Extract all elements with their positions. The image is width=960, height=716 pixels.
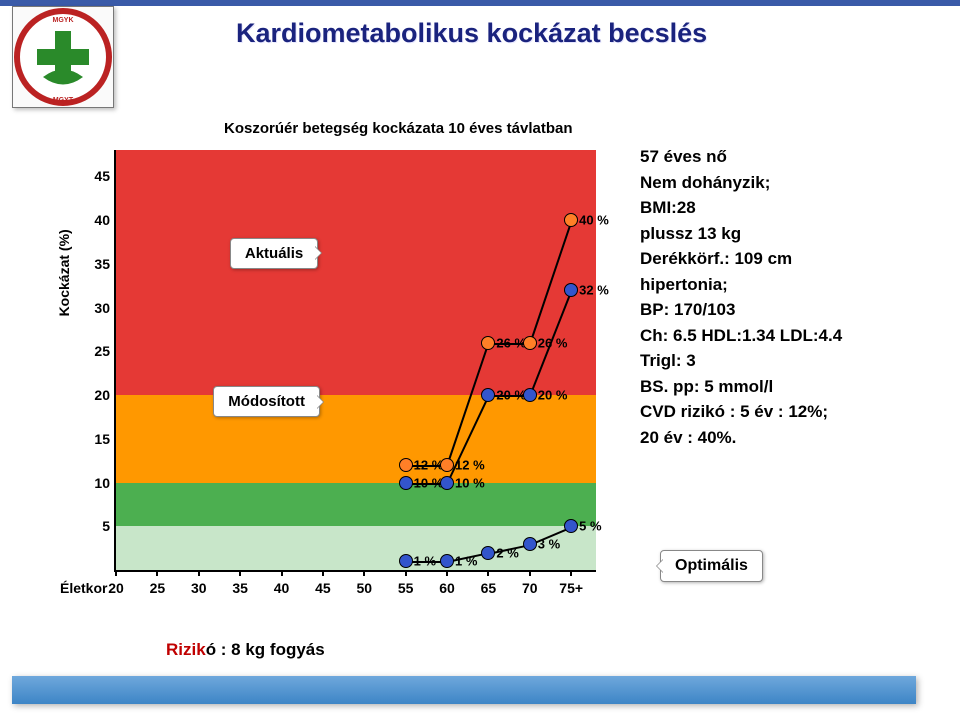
caption-red: Rizik (166, 640, 206, 659)
x-tick (405, 570, 407, 576)
callout-label: Módosított (228, 393, 305, 410)
callout-label: Optimális (675, 557, 748, 574)
patient-line: plussz 13 kg (640, 221, 842, 247)
chart-point-label: 26 % (496, 335, 526, 350)
x-tick (156, 570, 158, 576)
y-tick-label: 5 (78, 518, 110, 534)
svg-text:MGYK: MGYK (53, 17, 74, 24)
patient-line: Ch: 6.5 HDL:1.34 LDL:4.4 (640, 323, 842, 349)
chart-point (399, 458, 413, 472)
chart-point (481, 388, 495, 402)
y-tick-label: 45 (78, 168, 110, 184)
callout-aktualis: Aktuális (230, 238, 318, 269)
y-tick-label: 25 (78, 343, 110, 359)
y-tick-label: 40 (78, 212, 110, 228)
patient-line: BS. pp: 5 mmol/l (640, 374, 842, 400)
chart-point (399, 554, 413, 568)
x-tick (198, 570, 200, 576)
logo-icon: MGYK MGYT (13, 7, 113, 107)
chart-plot: Kockázat (%) Életkor 5101520253035404520… (114, 150, 596, 572)
x-tick (115, 570, 117, 576)
chart-point-label: 5 % (579, 519, 601, 534)
chart-point (481, 336, 495, 350)
x-tick (239, 570, 241, 576)
callout-label: Aktuális (245, 245, 303, 262)
header-bar (0, 0, 960, 6)
page-title: Kardiometabolikus kockázat becslés (236, 18, 707, 49)
chart-ylabel: Kockázat (%) (56, 229, 72, 316)
x-tick-label: 70 (522, 580, 538, 596)
chart-point (564, 283, 578, 297)
chart-point-label: 12 % (414, 458, 444, 473)
x-tick-label: 65 (481, 580, 497, 596)
x-tick (487, 570, 489, 576)
chart-point (564, 519, 578, 533)
x-tick-label: 75+ (559, 580, 583, 596)
x-tick-label: 35 (232, 580, 248, 596)
chart-point (523, 388, 537, 402)
chart-point-label: 10 % (414, 475, 444, 490)
patient-line: 20 év : 40%. (640, 425, 842, 451)
bottom-caption: Rizikó : 8 kg fogyás (166, 640, 325, 660)
x-tick (363, 570, 365, 576)
chart-point-label: 10 % (455, 475, 485, 490)
patient-line: Derékkörf.: 109 cm (640, 246, 842, 272)
risk-band (116, 483, 596, 527)
y-tick-label: 35 (78, 256, 110, 272)
callout-modositott: Módosított (213, 386, 320, 417)
y-tick-label: 20 (78, 387, 110, 403)
x-tick-label: 30 (191, 580, 207, 596)
x-tick (446, 570, 448, 576)
callout-optimalis: Optimális (660, 550, 763, 582)
patient-line: Trigl: 3 (640, 348, 842, 374)
x-tick (281, 570, 283, 576)
chart-point (523, 336, 537, 350)
chart-point-label: 20 % (538, 388, 568, 403)
risk-band (116, 395, 596, 483)
x-tick-label: 25 (150, 580, 166, 596)
chart-point (440, 476, 454, 490)
patient-line: BMI:28 (640, 195, 842, 221)
y-tick-label: 10 (78, 475, 110, 491)
logo: MGYK MGYT (12, 6, 114, 108)
chart-point (399, 476, 413, 490)
x-tick-label: 40 (274, 580, 290, 596)
chart-point-label: 40 % (579, 213, 609, 228)
patient-info: 57 éves nőNem dohányzik;BMI:28plussz 13 … (640, 144, 842, 450)
x-tick (322, 570, 324, 576)
x-tick-label: 60 (439, 580, 455, 596)
risk-band (116, 150, 596, 395)
y-tick-label: 15 (78, 431, 110, 447)
chart-point-label: 20 % (496, 388, 526, 403)
footer-bar (12, 676, 916, 704)
chart-title: Koszorúér betegség kockázata 10 éves táv… (224, 120, 573, 137)
chart-point-label: 32 % (579, 283, 609, 298)
chart: Koszorúér betegség kockázata 10 éves táv… (64, 120, 624, 620)
patient-line: BP: 170/103 (640, 297, 842, 323)
chart-point-label: 2 % (496, 545, 518, 560)
svg-text:MGYT: MGYT (53, 97, 74, 104)
x-tick-label: 50 (356, 580, 372, 596)
chart-xlabel: Életkor (60, 580, 107, 596)
x-tick-label: 45 (315, 580, 331, 596)
caption-text: ó : 8 kg (206, 640, 270, 659)
chart-point-label: 1 % (414, 554, 436, 569)
y-tick-label: 30 (78, 300, 110, 316)
patient-line: CVD rizikó : 5 év : 12%; (640, 399, 842, 425)
chart-point (564, 213, 578, 227)
chart-point (440, 554, 454, 568)
chart-point (481, 546, 495, 560)
patient-line: hipertonia; (640, 272, 842, 298)
x-tick-label: 20 (108, 580, 124, 596)
chart-point-label: 1 % (455, 554, 477, 569)
x-tick (529, 570, 531, 576)
patient-line: 57 éves nő (640, 144, 842, 170)
chart-point-label: 3 % (538, 536, 560, 551)
x-tick-label: 55 (398, 580, 414, 596)
caption-text: fogyás (270, 640, 325, 659)
chart-point (523, 537, 537, 551)
x-tick (570, 570, 572, 576)
patient-line: Nem dohányzik; (640, 170, 842, 196)
